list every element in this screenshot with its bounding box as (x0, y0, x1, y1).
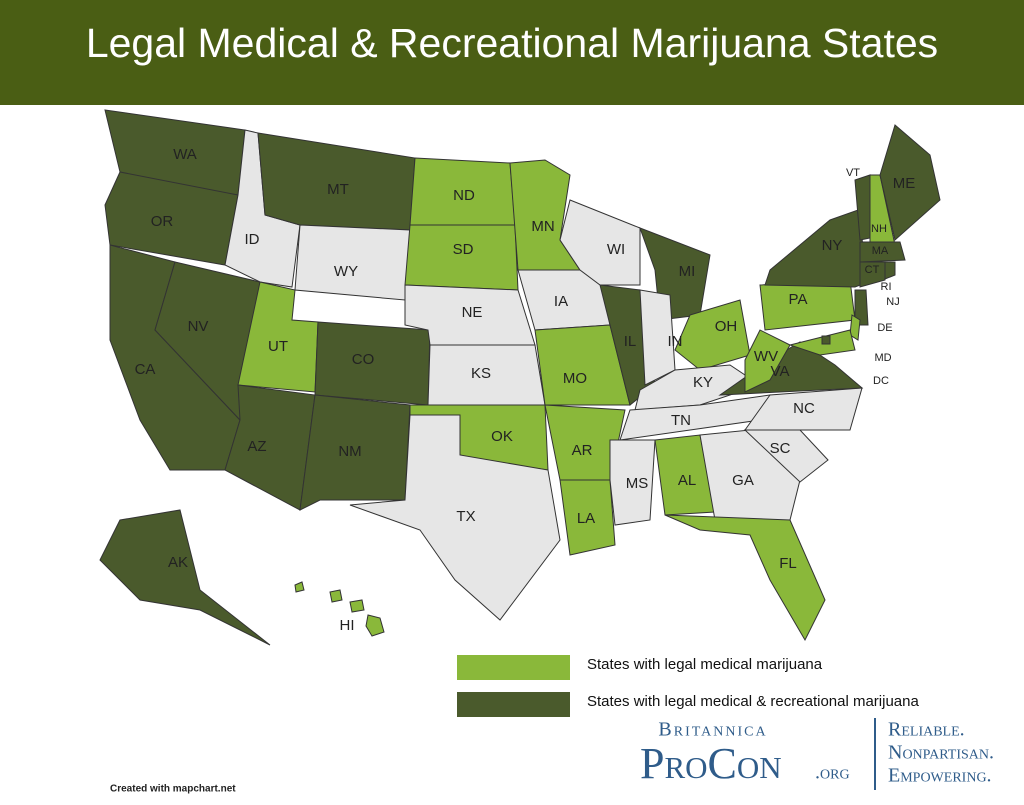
state-label: IN (668, 333, 683, 350)
state-label: MO (563, 370, 587, 387)
state-label: DE (877, 322, 892, 334)
legend-label: States with legal medical marijuana (587, 656, 823, 673)
state-shape (299, 394, 411, 511)
legend-swatch (457, 655, 570, 680)
state-shape (859, 261, 886, 288)
state-label: CA (135, 361, 156, 378)
state-label: MA (872, 245, 889, 257)
state-shape (884, 261, 896, 280)
state-shape (859, 241, 906, 263)
state-label: MS (626, 475, 649, 492)
state-label: IA (554, 293, 568, 310)
state-shape (879, 124, 941, 241)
state-label: VT (846, 167, 860, 179)
tagline: Reliable. (888, 719, 965, 741)
credit: Created with mapchart.net (110, 784, 236, 795)
state-label: MN (531, 218, 554, 235)
state-label: PA (789, 291, 808, 308)
state-label: GA (732, 472, 754, 489)
state-label: TN (671, 412, 691, 429)
state-label: WI (607, 241, 625, 258)
state-label: CT (865, 264, 880, 276)
brand-name: ProCon (640, 739, 782, 788)
brand-top: Britannica (658, 719, 767, 741)
brand-suffix: .org (815, 762, 850, 784)
state-shape (764, 209, 869, 288)
state-label: FL (779, 555, 797, 572)
state-label: OR (151, 213, 174, 230)
state-label: ND (453, 187, 475, 204)
state-label: NM (338, 443, 361, 460)
state-label: KS (471, 365, 491, 382)
state-label: AZ (247, 438, 266, 455)
state-label: MD (874, 352, 891, 364)
state-shape (664, 514, 826, 642)
state-label: SD (453, 241, 474, 258)
state-label: HI (340, 617, 355, 634)
legend-label: States with legal medical & recreational… (587, 693, 919, 710)
state-shape (674, 299, 751, 371)
state-shape (639, 227, 711, 321)
state-label: TX (456, 508, 475, 525)
state-label: AR (572, 442, 593, 459)
state-shape (849, 314, 861, 341)
state-label: RI (881, 281, 892, 293)
legend: States with legal medical marijuana State… (457, 655, 919, 717)
legend-swatch (457, 692, 570, 717)
state-label: NH (871, 223, 887, 235)
state-label: WV (754, 348, 778, 365)
state-shape (744, 329, 791, 393)
state-shape (759, 279, 856, 331)
state-label: OK (491, 428, 513, 445)
state-label: LA (577, 510, 595, 527)
state-label: NC (793, 400, 815, 417)
state-label: MT (327, 181, 349, 198)
state-label: CO (352, 351, 375, 368)
state-label: UT (268, 338, 288, 355)
state-label: VA (771, 363, 790, 380)
state-label: NJ (886, 296, 899, 308)
state-label: WA (173, 146, 197, 163)
state-shape (559, 479, 616, 556)
state-label: NY (822, 237, 843, 254)
tagline: Empowering. (888, 765, 992, 787)
state-shape (609, 439, 656, 526)
tagline: Nonpartisan. (888, 742, 994, 764)
state-label: DC (873, 375, 889, 387)
map: WA OR CA NV ID MT WY UT CO AZ NM ND SD NE KS OK TX MN IA MO… (99, 109, 941, 646)
state-label: MI (679, 263, 696, 280)
state-label: NV (188, 318, 209, 335)
branding: Britannica ProCon .org Reliable. Nonpart… (640, 718, 994, 790)
state-shape (224, 384, 316, 511)
state-shape (349, 414, 561, 621)
state-shape (744, 387, 863, 431)
title: Legal Medical & Recreational Marijuana S… (86, 20, 938, 66)
state-label: KY (693, 374, 713, 391)
state-label: IL (624, 333, 637, 350)
state-shape (294, 581, 385, 637)
state-shape (854, 289, 869, 326)
state-label: AK (168, 554, 188, 571)
state-label: AL (678, 472, 696, 489)
state-label: OH (715, 318, 738, 335)
state-label: ME (893, 175, 916, 192)
state-shape (699, 429, 801, 521)
state-label: NE (462, 304, 483, 321)
header-bar (0, 0, 1024, 105)
state-shape (821, 335, 831, 345)
state-shape (104, 171, 239, 266)
state-label: ID (245, 231, 260, 248)
state-shape (99, 509, 271, 646)
state-label: WY (334, 263, 358, 280)
state-label: SC (770, 440, 791, 457)
